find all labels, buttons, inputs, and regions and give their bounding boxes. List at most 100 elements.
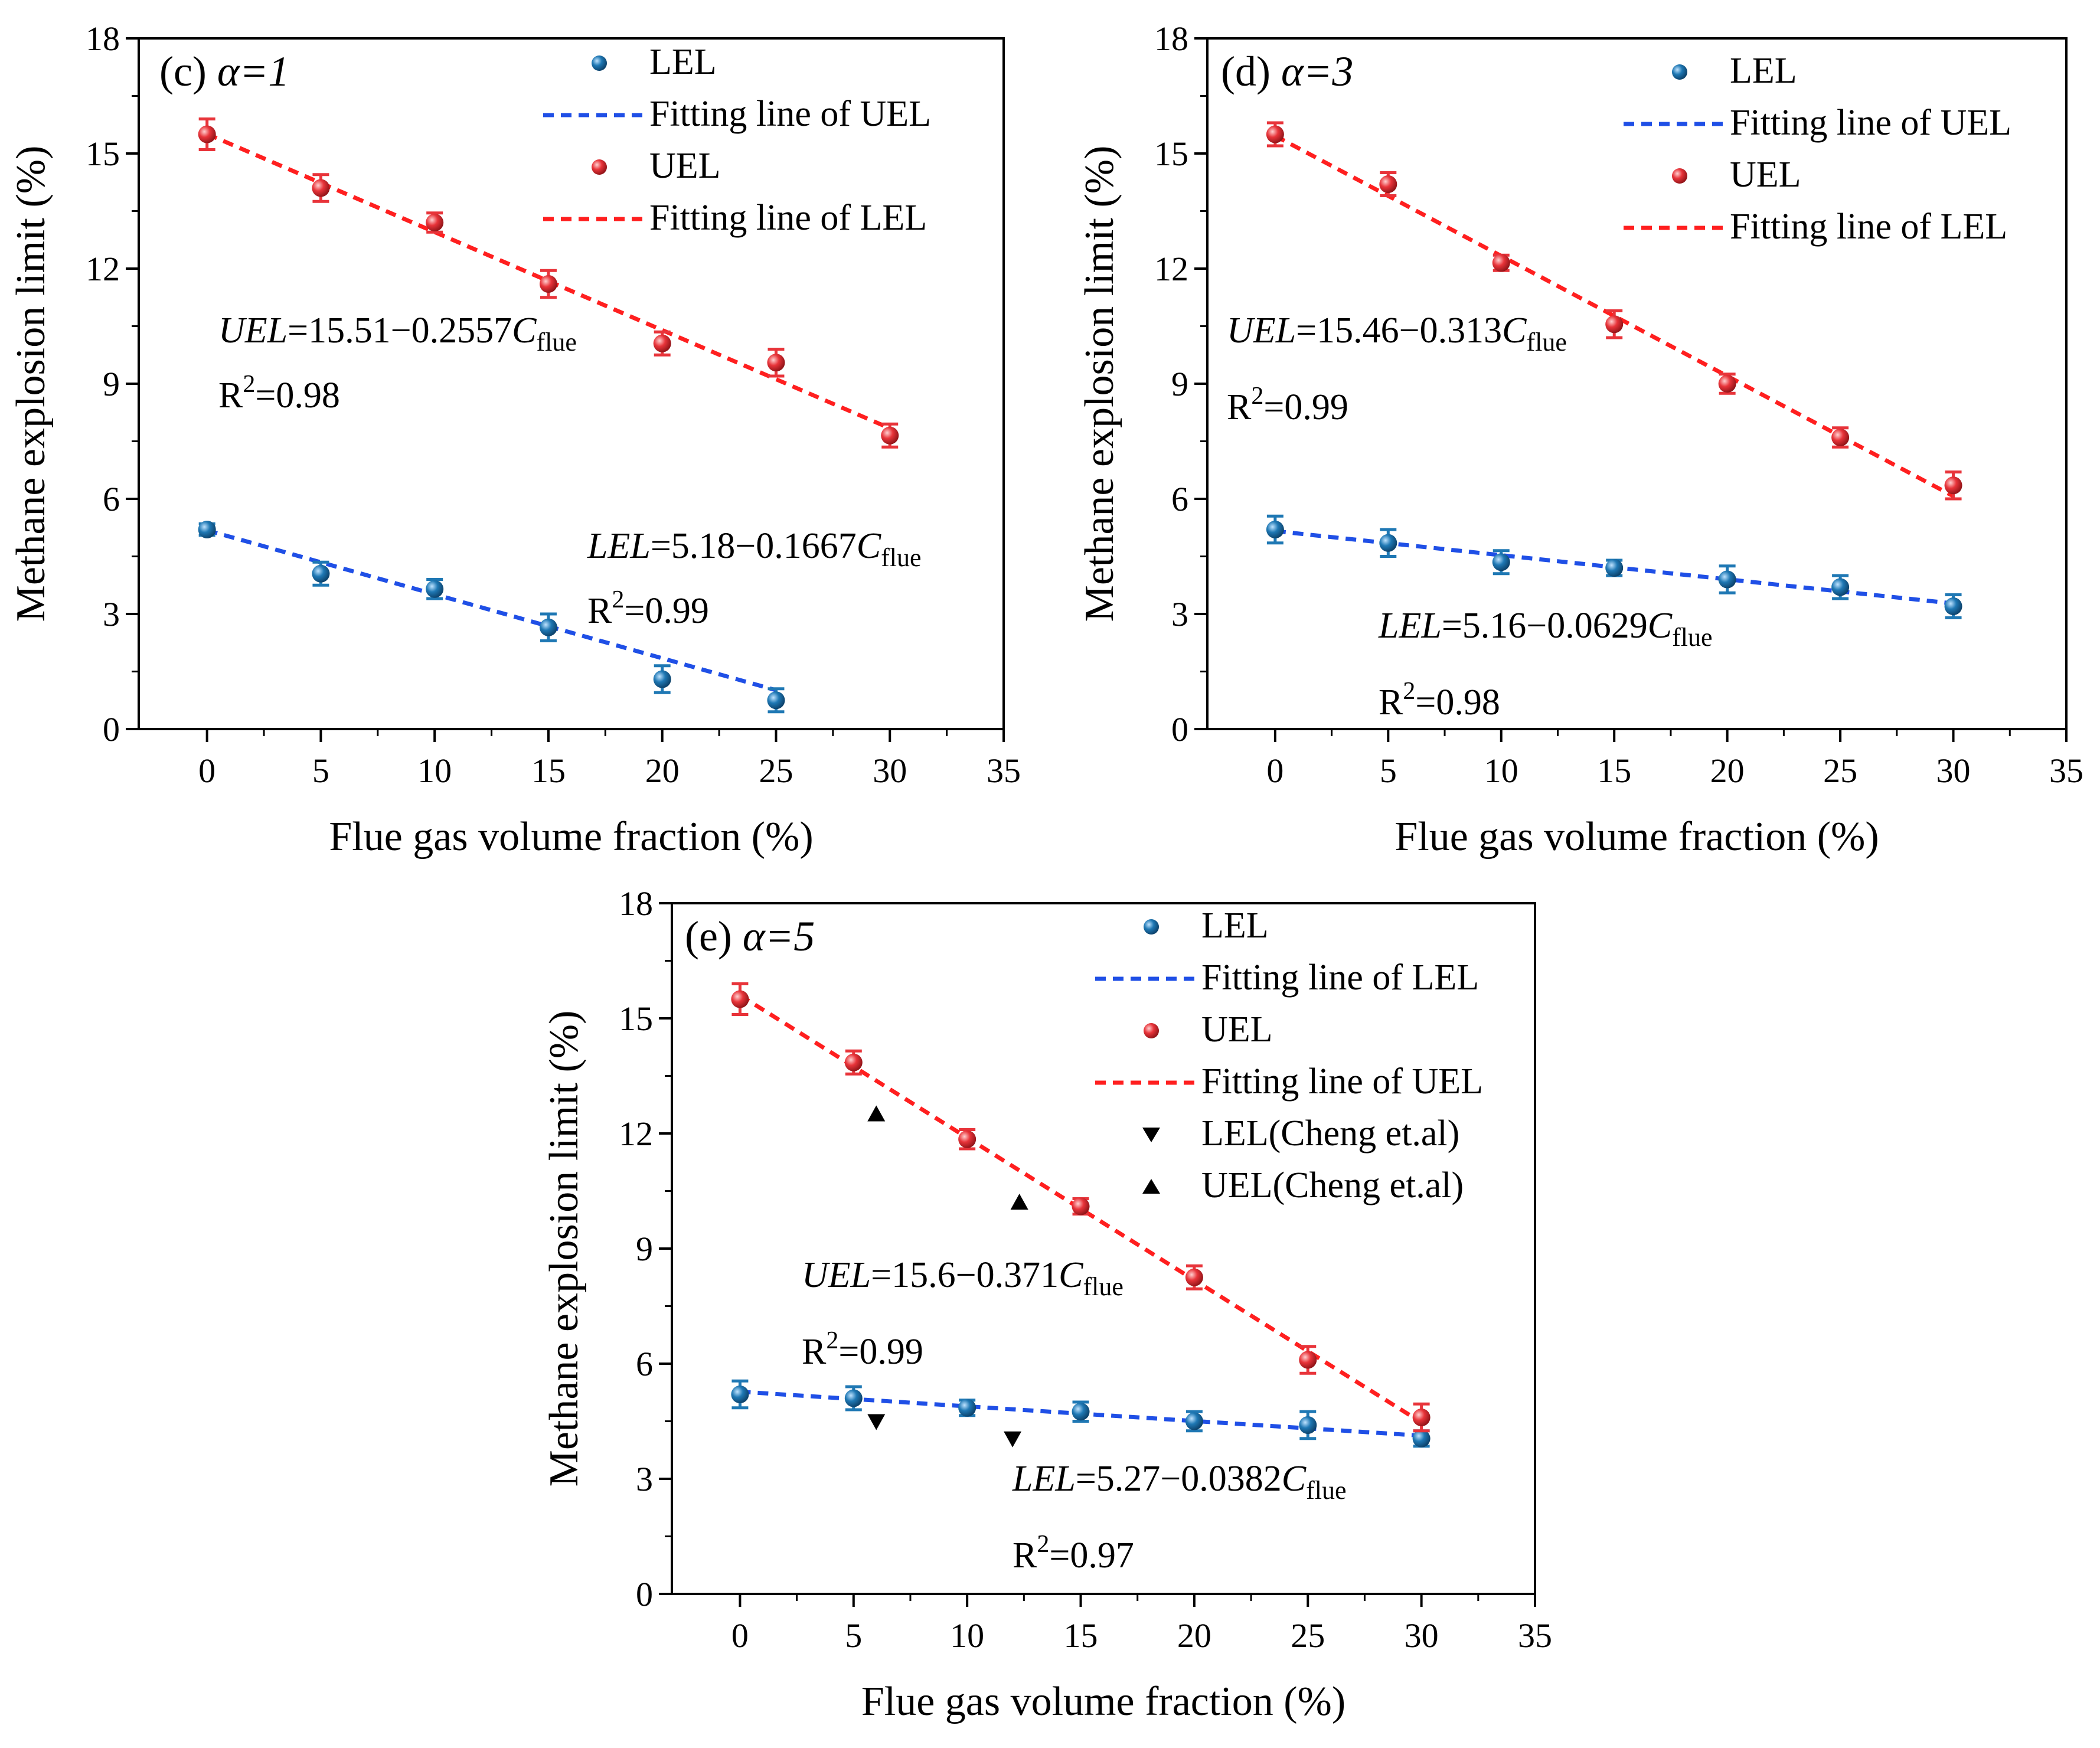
- x-tick-label: 30: [873, 752, 907, 790]
- lel-cheng-point: [867, 1414, 886, 1430]
- equation-variable: LEL: [1012, 1459, 1076, 1499]
- uel-point: [1831, 429, 1850, 446]
- equation-subscript: flue: [536, 328, 576, 357]
- legend-label: UEL(Cheng et.al): [1201, 1165, 1464, 1205]
- r2-tail: =0.98: [255, 375, 339, 416]
- lel-fit-line: [206, 528, 777, 692]
- x-tick-label: 30: [1936, 752, 1971, 790]
- uel-point: [881, 426, 899, 445]
- r2-superscript: 2: [1037, 1531, 1049, 1558]
- lel-eq-annotation: LEL=5.27−0.0382Cflue: [1012, 1459, 1347, 1505]
- equation-body: =15.6−0.371: [871, 1255, 1059, 1295]
- lel-point: [958, 1399, 976, 1417]
- equation-c: C: [1502, 311, 1527, 351]
- y-tick-label: 0: [636, 1575, 653, 1613]
- legend-uel-marker: [1144, 1023, 1159, 1038]
- equation-body: =5.18−0.1667: [651, 526, 857, 566]
- legend-label: LEL: [1201, 906, 1269, 946]
- r2-head: R: [587, 591, 612, 631]
- y-tick-label: 12: [86, 250, 120, 288]
- panel-letter: (d): [1221, 48, 1281, 95]
- x-tick-label: 30: [1405, 1616, 1439, 1655]
- uel-eq-annotation: UEL=15.6−0.371Cflue: [802, 1255, 1124, 1301]
- r2-tail: =0.98: [1415, 682, 1500, 723]
- equation-subscript: flue: [1306, 1476, 1346, 1505]
- legend-label: LEL(Cheng et.al): [1201, 1113, 1459, 1154]
- legend-uel-marker: [592, 159, 607, 175]
- y-tick-label: 15: [619, 999, 653, 1038]
- x-tick-label: 15: [531, 752, 566, 790]
- x-tick-label: 0: [198, 752, 215, 790]
- y-tick-label: 15: [86, 135, 120, 173]
- equation-c: C: [512, 311, 537, 351]
- equation-variable: UEL: [218, 311, 288, 351]
- r2-tail: =0.97: [1049, 1535, 1134, 1576]
- panel-label: (d) α=3: [1221, 48, 1353, 95]
- x-tick-label: 20: [1710, 752, 1745, 790]
- legend-label: LEL: [1730, 51, 1797, 91]
- lel-point: [1492, 553, 1510, 571]
- y-tick-label: 3: [103, 595, 120, 633]
- uel-eq-annotation: UEL=15.46−0.313Cflue: [1227, 311, 1567, 357]
- y-tick-label: 12: [619, 1115, 653, 1153]
- lel-point: [426, 580, 444, 598]
- panel-label: (c) α=1: [159, 48, 289, 95]
- y-axis-title: Methane explosion limit (%): [8, 146, 54, 622]
- panel-e: 0 5 10 15 20 25 30 35 0 3 6 9 12 15 18 Flue gas volume …: [541, 884, 1552, 1724]
- x-tick-label: 35: [987, 752, 1021, 790]
- x-tick-label: 5: [1380, 752, 1397, 790]
- r2-head: R: [218, 375, 243, 416]
- uel-eq-annotation: UEL=15.51−0.2557Cflue: [218, 311, 577, 357]
- uel-r2-annotation: R2=0.98: [218, 371, 340, 416]
- lel-point: [198, 521, 216, 538]
- equation-subscript: flue: [881, 543, 921, 572]
- uel-point: [767, 354, 785, 372]
- panel-letter: (c): [159, 48, 217, 95]
- panel-alpha: α=1: [217, 48, 289, 95]
- uel-point: [1718, 375, 1736, 393]
- legend-lel-marker: [592, 55, 607, 71]
- equation-c: C: [857, 526, 881, 566]
- x-axis-title: Flue gas volume fraction (%): [329, 814, 813, 860]
- x-tick-label: 20: [645, 752, 680, 790]
- panel-alpha: α=5: [743, 913, 815, 960]
- lel-r2-annotation: R2=0.98: [1379, 678, 1500, 723]
- lel-r2-annotation: R2=0.97: [1013, 1531, 1134, 1576]
- r2-superscript: 2: [243, 371, 255, 398]
- uel-cheng-point: [1010, 1194, 1028, 1210]
- lel-point: [1718, 570, 1736, 589]
- legend-label: Fitting line of LEL: [649, 198, 927, 238]
- lel-r2-annotation: R2=0.99: [587, 586, 709, 631]
- legend-label: UEL: [1201, 1009, 1273, 1050]
- equation-body: =5.16−0.0629: [1442, 606, 1648, 646]
- lel-eq-annotation: LEL=5.18−0.1667Cflue: [587, 526, 922, 572]
- equation-c: C: [1282, 1459, 1307, 1499]
- panel-d: 0 5 10 15 20 25 30 35 0 3 6 9 12 15 18 Flue gas volume …: [1077, 19, 2083, 860]
- uel-point: [426, 214, 444, 231]
- legend-lel-marker: [1144, 919, 1159, 935]
- uel-point: [539, 275, 557, 293]
- uel-r2-annotation: R2=0.99: [802, 1327, 923, 1372]
- lel-point: [1299, 1416, 1317, 1434]
- legend-label: UEL: [649, 146, 721, 186]
- x-tick-label: 35: [2049, 752, 2083, 790]
- lel-point: [767, 691, 785, 710]
- uel-point: [653, 334, 671, 352]
- lel-point: [1072, 1403, 1090, 1421]
- equation-c: C: [1059, 1255, 1083, 1295]
- lel-cheng-point: [1004, 1431, 1022, 1448]
- equation-variable: UEL: [802, 1255, 871, 1295]
- y-tick-label: 0: [1171, 710, 1188, 749]
- legend-label: Fitting line of UEL: [1201, 1061, 1483, 1102]
- equation-variable: UEL: [1227, 311, 1296, 351]
- y-tick-label: 3: [1171, 595, 1188, 633]
- legend-lel-cheng-marker: [1142, 1128, 1160, 1142]
- x-tick-label: 10: [417, 752, 452, 790]
- uel-point: [1185, 1268, 1203, 1286]
- legend-label: LEL: [649, 42, 717, 82]
- equation-subscript: flue: [1526, 328, 1566, 357]
- lel-point: [1831, 578, 1850, 596]
- x-tick-label: 0: [1266, 752, 1283, 790]
- lel-point: [731, 1386, 749, 1403]
